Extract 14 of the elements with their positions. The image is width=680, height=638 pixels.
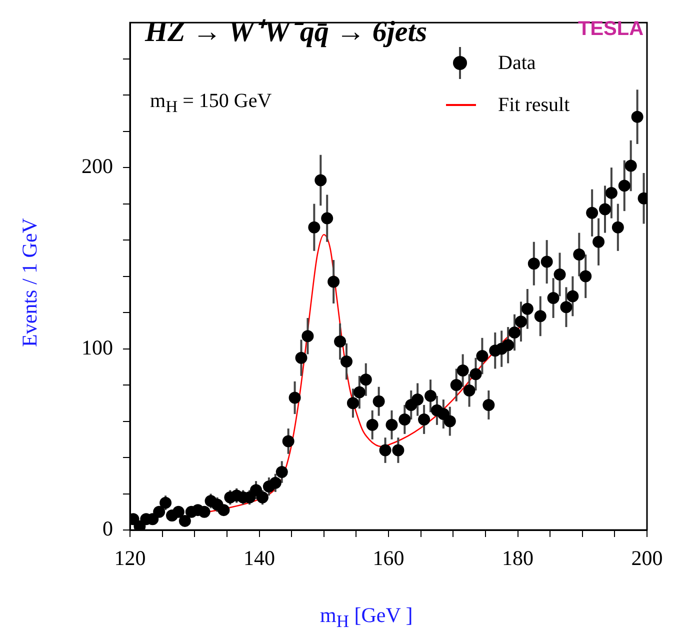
x-tick-label: 160 — [372, 546, 404, 570]
annotation: TESLA — [578, 18, 644, 41]
x-axis-title: m$_{H}$ [GeV ] — [320, 603, 413, 632]
y-axis-title: Events / 1 GeV — [18, 217, 42, 349]
x-tick-label: 140 — [244, 546, 275, 570]
annotation: m$_{H}$ = 150 GeV — [150, 90, 272, 117]
legend-label: Data — [498, 52, 536, 74]
x-tick-label: 120 — [114, 546, 146, 570]
y-tick-label: 100 — [82, 335, 113, 360]
legend-label: Fit result — [498, 94, 570, 116]
y-tick-label: 0 — [102, 516, 113, 541]
y-tick-label: 200 — [82, 154, 113, 178]
x-tick-label: 200 — [631, 546, 663, 570]
x-tick-label: 180 — [502, 546, 534, 570]
